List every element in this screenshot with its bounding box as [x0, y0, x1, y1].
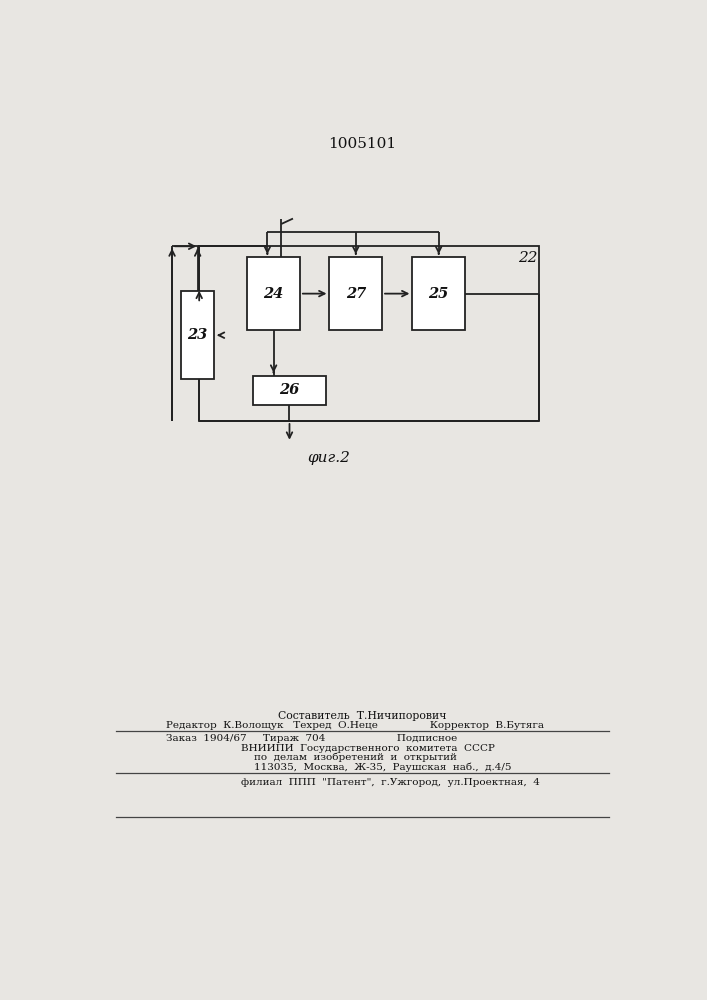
- Bar: [412, 257, 465, 330]
- Text: 23: 23: [187, 328, 208, 342]
- Text: 27: 27: [346, 287, 366, 301]
- Text: Редактор  К.Волощук   Техред  О.Неце                Корректор  В.Бутяга: Редактор К.Волощук Техред О.Неце Коррект…: [166, 721, 544, 730]
- Bar: [199, 246, 539, 421]
- Text: 113035,  Москва,  Ж-35,  Раушская  наб.,  д.4/5: 113035, Москва, Ж-35, Раушская наб., д.4…: [228, 762, 511, 772]
- Text: 25: 25: [428, 287, 449, 301]
- Bar: [182, 291, 214, 379]
- Bar: [253, 376, 325, 405]
- Bar: [329, 257, 382, 330]
- Text: 26: 26: [279, 383, 300, 397]
- Text: ВНИИПИ  Государственного  комитета  СССР: ВНИИПИ Государственного комитета СССР: [228, 744, 495, 753]
- Text: 24: 24: [264, 287, 284, 301]
- Text: по  делам  изобретений  и  открытий: по делам изобретений и открытий: [228, 753, 457, 762]
- Text: 1005101: 1005101: [328, 137, 396, 151]
- Bar: [247, 257, 300, 330]
- Text: Заказ  1904/67     Тираж  704                      Подписное: Заказ 1904/67 Тираж 704 Подписное: [166, 734, 457, 743]
- Text: Составитель  Т.Ничипорович: Составитель Т.Ничипорович: [278, 711, 446, 721]
- Text: φиг.2: φиг.2: [307, 451, 350, 465]
- Text: филиал  ППП  "Патент",  г.Ужгород,  ул.Проектная,  4: филиал ППП "Патент", г.Ужгород, ул.Проек…: [228, 778, 539, 787]
- Text: 22: 22: [518, 251, 537, 265]
